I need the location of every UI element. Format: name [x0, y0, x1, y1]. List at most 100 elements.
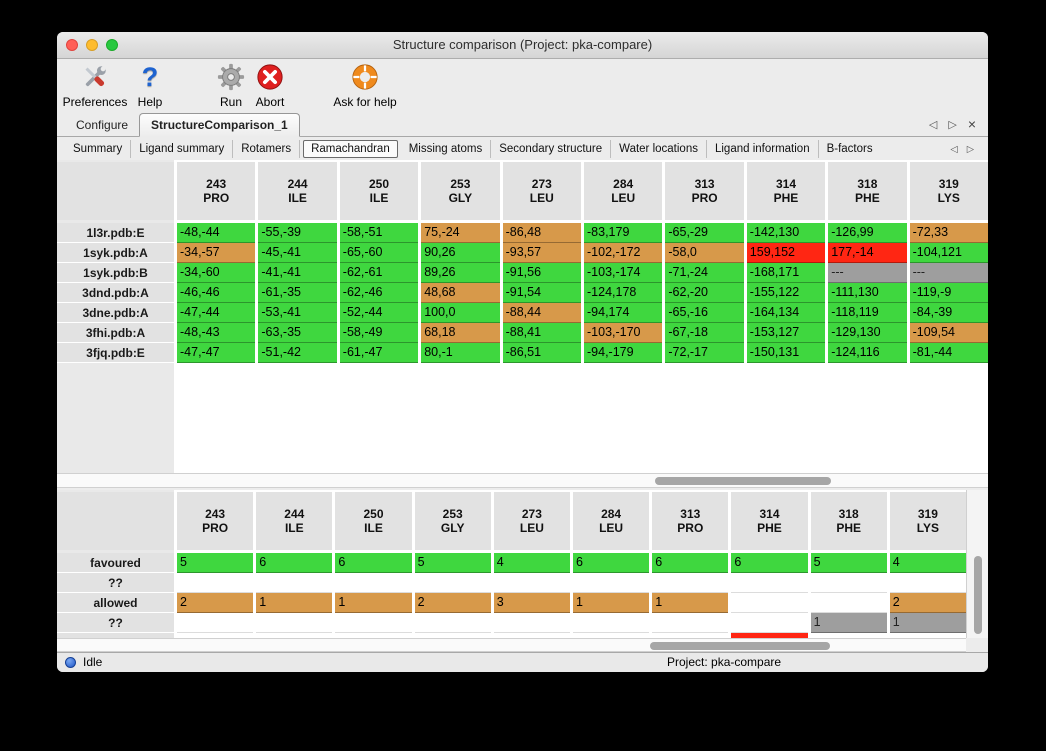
table-cell[interactable]: -65,-16	[665, 303, 744, 323]
table-cell[interactable]	[810, 633, 887, 638]
table-cell[interactable]: 5	[810, 553, 887, 573]
table-cell[interactable]: 4	[889, 553, 966, 573]
help-button[interactable]: ? Help	[130, 61, 170, 109]
table-cell[interactable]: -91,54	[502, 283, 581, 303]
table-cell[interactable]: 100,0	[421, 303, 500, 323]
table-cell[interactable]: -118,119	[828, 303, 907, 323]
row-label[interactable]: 3fhi.pdb:A	[57, 323, 174, 343]
column-header-250[interactable]: 250 ILE	[339, 162, 419, 220]
horizontal-scrollbar-bottom-thumb[interactable]	[650, 642, 830, 650]
table-cell[interactable]: -47,-44	[177, 303, 256, 323]
subtab-ramachandran[interactable]: Ramachandran	[303, 140, 398, 158]
column-header-319[interactable]: 319 LYS	[909, 162, 988, 220]
run-button[interactable]: Run	[213, 61, 249, 109]
table-cell[interactable]: -91,56	[502, 263, 581, 283]
table-cell[interactable]: -65,-60	[339, 243, 419, 263]
table-cell[interactable]: -94,174	[584, 303, 663, 323]
minimize-button[interactable]	[86, 39, 98, 51]
column-header-284[interactable]: 284 LEU	[572, 492, 650, 550]
table-cell[interactable]: -58,-49	[339, 323, 419, 343]
table-cell[interactable]: 2	[177, 593, 254, 613]
table-cell[interactable]	[810, 573, 887, 593]
table-cell[interactable]: -119,-9	[909, 283, 988, 303]
subtab-summary[interactable]: Summary	[65, 140, 132, 158]
table-cell[interactable]	[256, 573, 333, 593]
abort-button[interactable]: Abort	[250, 61, 290, 109]
table-cell[interactable]: 1	[256, 593, 333, 613]
table-cell[interactable]: -150,131	[746, 343, 826, 363]
table-cell[interactable]: -94,-179	[584, 343, 663, 363]
table-cell[interactable]	[335, 573, 412, 593]
table-cell[interactable]	[731, 613, 808, 633]
table-cell[interactable]	[414, 573, 491, 593]
column-header-243[interactable]: 243 PRO	[177, 492, 254, 550]
table-cell[interactable]	[493, 613, 570, 633]
table-cell[interactable]: 4	[493, 553, 570, 573]
table-cell[interactable]: 5	[177, 553, 254, 573]
table-cell[interactable]: 6	[572, 553, 650, 573]
row-label[interactable]: 3fjq.pdb:E	[57, 343, 174, 363]
table-cell[interactable]: -153,127	[746, 323, 826, 343]
column-header-313[interactable]: 313 PRO	[652, 492, 729, 550]
column-header-244[interactable]: 244 ILE	[256, 492, 333, 550]
table-cell[interactable]: -48,-44	[177, 223, 256, 243]
tab-configure[interactable]: Configure	[76, 118, 129, 132]
table-cell[interactable]	[335, 633, 412, 638]
subtab-ligand-summary[interactable]: Ligand summary	[131, 140, 234, 158]
table-cell[interactable]: 48,68	[421, 283, 500, 303]
column-header-250[interactable]: 250 ILE	[335, 492, 412, 550]
column-header-273[interactable]: 273 LEU	[502, 162, 581, 220]
table-cell[interactable]: -129,130	[828, 323, 907, 343]
row-label[interactable]: ??	[57, 613, 174, 633]
table-cell[interactable]: 2	[889, 593, 966, 613]
table-cell[interactable]: -61,-35	[258, 283, 337, 303]
table-cell[interactable]: -102,-172	[584, 243, 663, 263]
table-cell[interactable]: ---	[828, 263, 907, 283]
table-cell[interactable]: -86,51	[502, 343, 581, 363]
column-header-314[interactable]: 314 PHE	[746, 162, 826, 220]
table-cell[interactable]: 177,-14	[828, 243, 907, 263]
table-cell[interactable]: 6	[256, 553, 333, 573]
table-cell[interactable]: -62,-46	[339, 283, 419, 303]
table-cell[interactable]	[572, 613, 650, 633]
table-cell[interactable]: -34,-60	[177, 263, 256, 283]
table-cell[interactable]: -71,-24	[665, 263, 744, 283]
row-label[interactable]: 3dne.pdb:A	[57, 303, 174, 323]
table-cell[interactable]	[810, 593, 887, 613]
table-cell[interactable]: -58,-51	[339, 223, 419, 243]
table-cell[interactable]: -88,41	[502, 323, 581, 343]
table-cell[interactable]: -124,178	[584, 283, 663, 303]
table-cell[interactable]: -62,-61	[339, 263, 419, 283]
column-header-319[interactable]: 319 LYS	[889, 492, 966, 550]
table-cell[interactable]: -109,54	[909, 323, 988, 343]
horizontal-scrollbar-bottom[interactable]	[57, 638, 966, 652]
subtab-ligand-information[interactable]: Ligand information	[707, 140, 819, 158]
table-cell[interactable]	[889, 633, 966, 638]
table-cell[interactable]: 1	[889, 613, 966, 633]
row-label[interactable]: allowed	[57, 593, 174, 613]
column-header-284[interactable]: 284 LEU	[584, 162, 663, 220]
table-cell[interactable]: 1	[810, 613, 887, 633]
table-cell[interactable]: 3	[493, 593, 570, 613]
table-cell[interactable]: -65,-29	[665, 223, 744, 243]
vertical-scrollbar-thumb[interactable]	[974, 556, 982, 634]
table-cell[interactable]: -67,-18	[665, 323, 744, 343]
table-cell[interactable]: -86,48	[502, 223, 581, 243]
table-cell[interactable]	[731, 573, 808, 593]
table-cell[interactable]: -164,134	[746, 303, 826, 323]
table-cell[interactable]	[177, 633, 254, 638]
table-cell[interactable]	[493, 633, 570, 638]
vertical-scrollbar[interactable]	[966, 490, 988, 638]
table-cell[interactable]: 2	[414, 593, 491, 613]
table-cell[interactable]: 75,-24	[421, 223, 500, 243]
subtab-rotamers[interactable]: Rotamers	[233, 140, 301, 158]
table-cell[interactable]: -47,-47	[177, 343, 256, 363]
tab-close-icon[interactable]: ×	[967, 116, 976, 132]
table-cell[interactable]: -51,-42	[258, 343, 337, 363]
column-header-318[interactable]: 318 PHE	[828, 162, 907, 220]
table-cell[interactable]	[572, 633, 650, 638]
table-cell[interactable]	[177, 573, 254, 593]
table-cell[interactable]: -53,-41	[258, 303, 337, 323]
table-cell[interactable]: 1	[572, 593, 650, 613]
table-cell[interactable]	[256, 633, 333, 638]
